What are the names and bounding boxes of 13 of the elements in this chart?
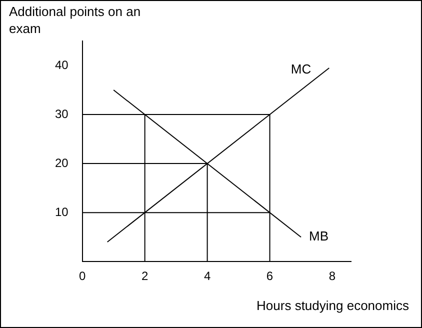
y-tick-label: 10 xyxy=(54,204,69,219)
y-tick-label: 30 xyxy=(54,106,69,121)
series-label: MB xyxy=(309,228,329,244)
x-tick-label: 6 xyxy=(266,269,274,284)
x-tick-label: 8 xyxy=(328,269,336,284)
y-tick-label: 20 xyxy=(54,156,69,170)
x-axis-title: Hours studying economics xyxy=(256,298,409,313)
series-label: MC xyxy=(290,62,312,77)
y-axis-title: Additional points on an exam xyxy=(9,3,142,37)
x-tick-label: 2 xyxy=(141,269,148,284)
y-tick-label: 40 xyxy=(54,58,69,72)
x-tick-label: 0 xyxy=(79,269,86,284)
x-tick-label: 4 xyxy=(204,269,211,284)
